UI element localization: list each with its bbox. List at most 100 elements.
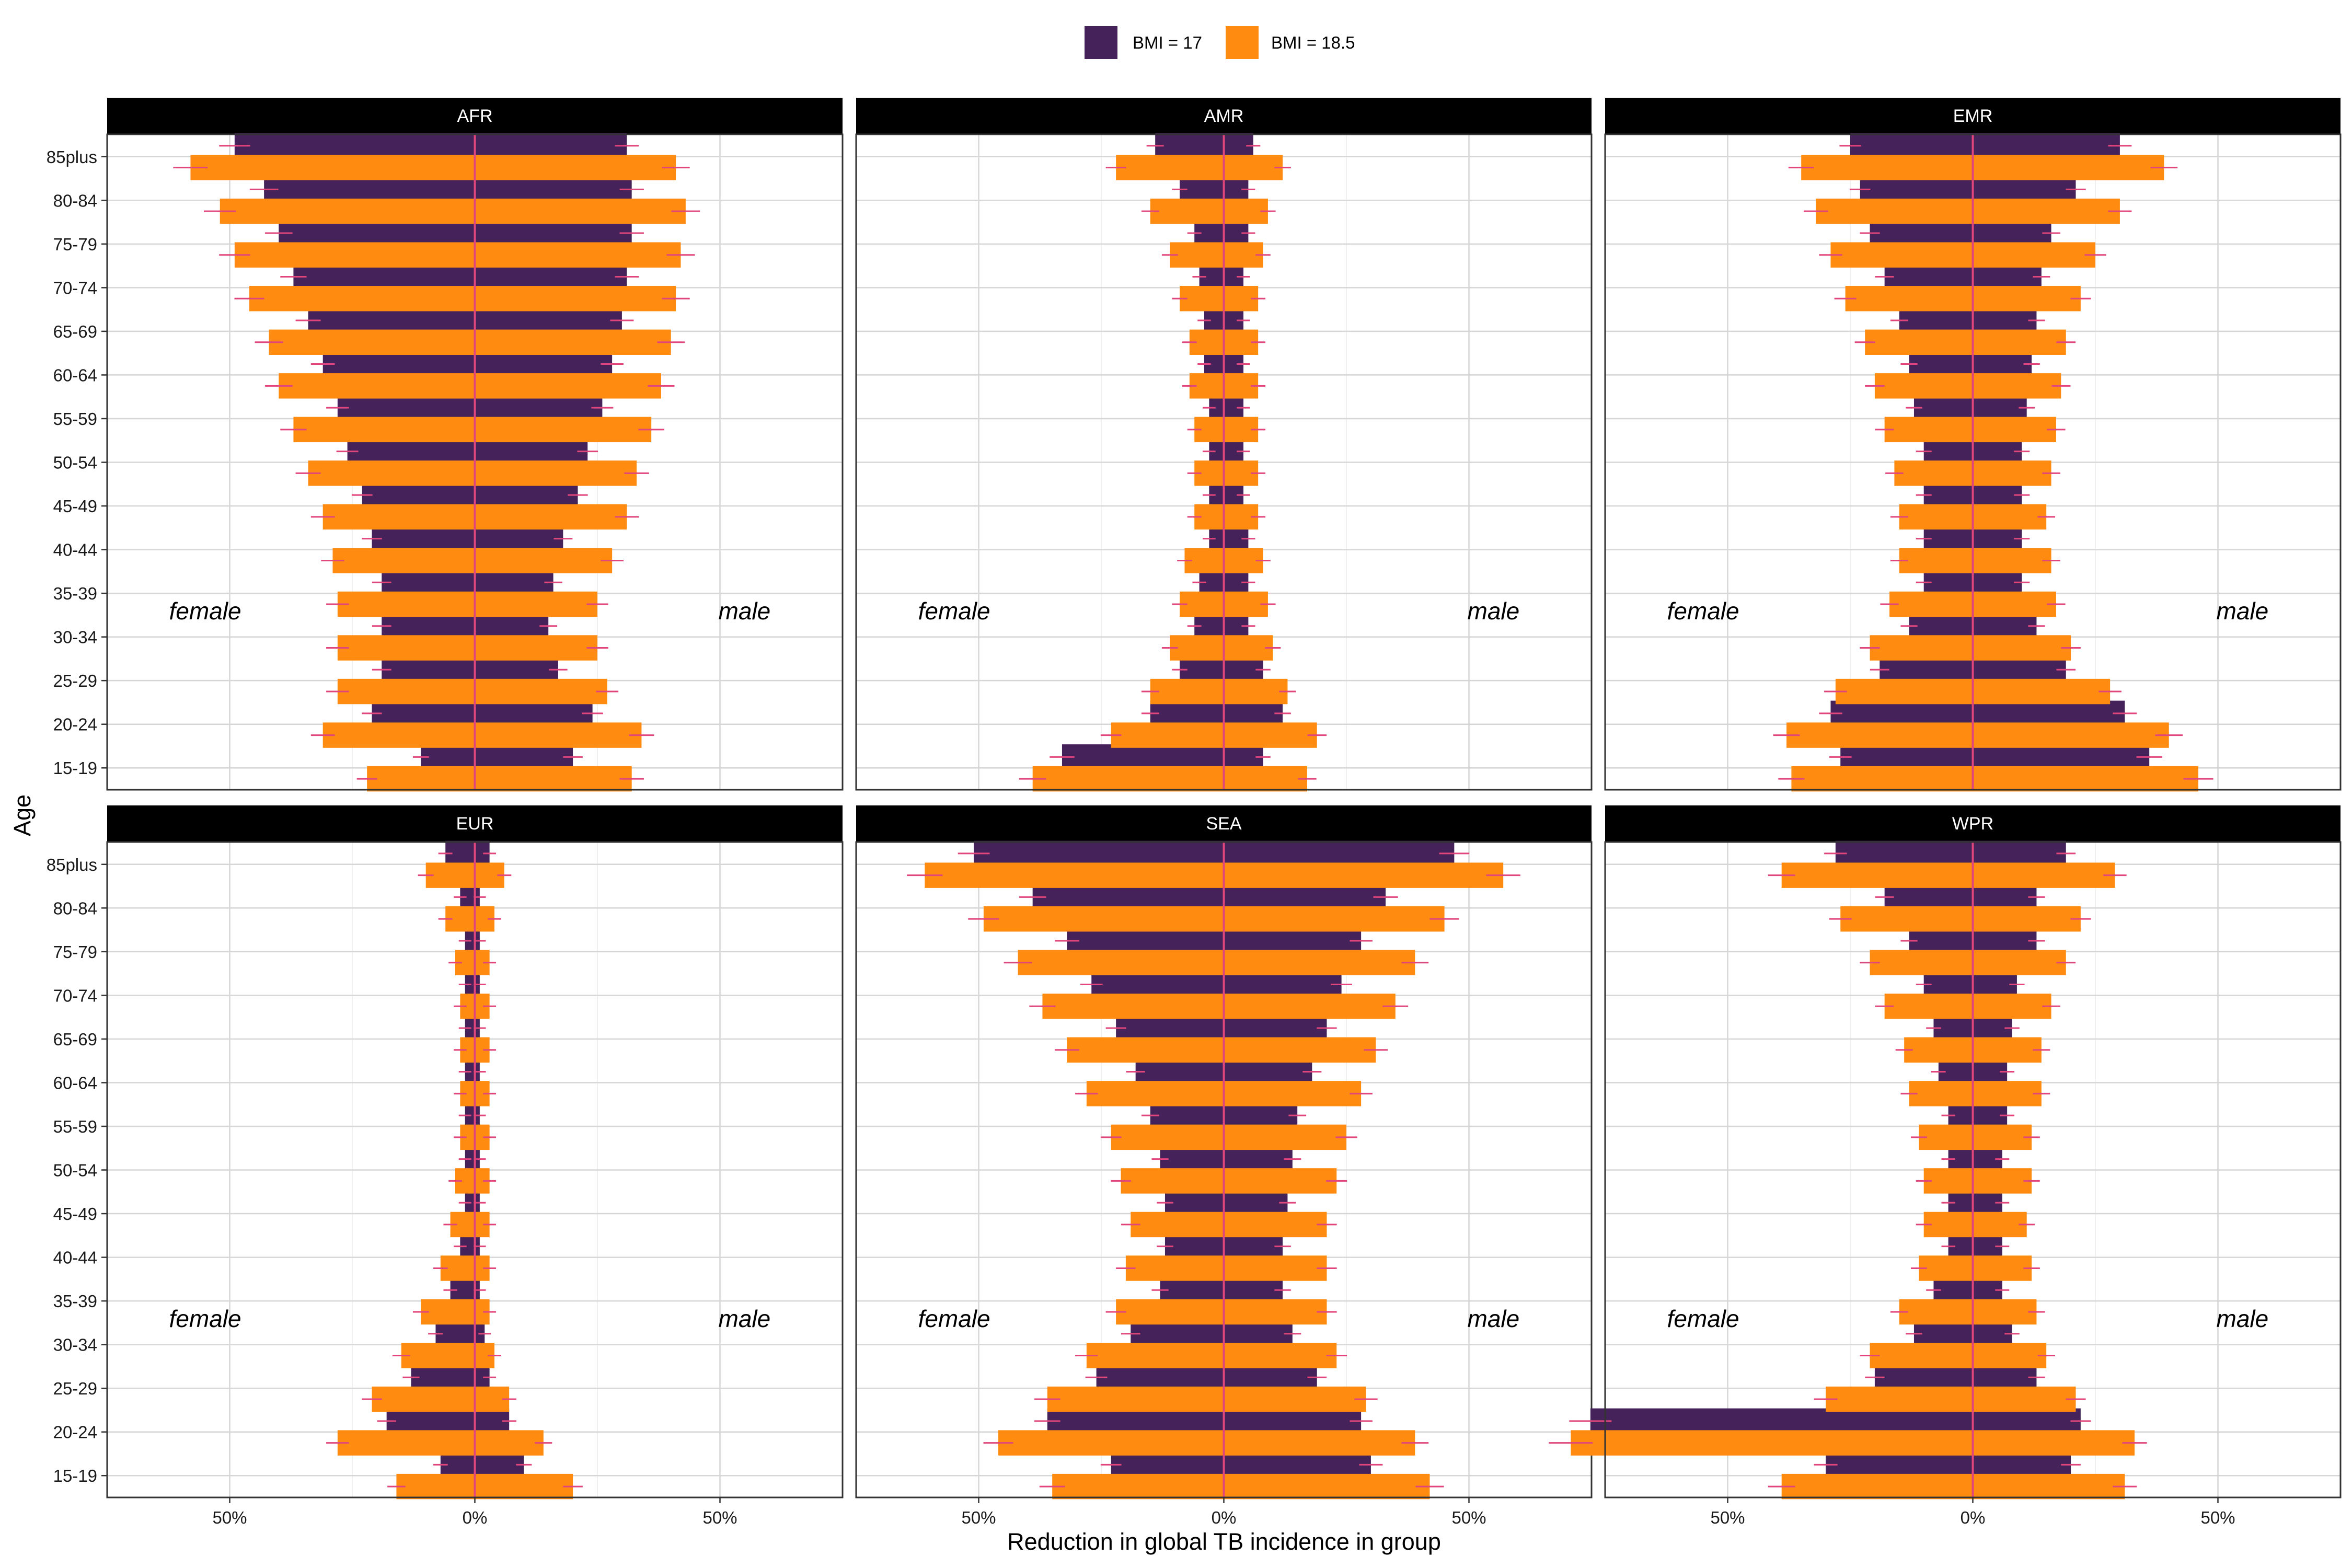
- facet-sea: SEAfemale male50% 0% 50%: [856, 805, 1592, 1527]
- bar-bmi17: [1111, 1452, 1371, 1477]
- bar-bmi185: [1194, 460, 1258, 486]
- male-label: male: [719, 597, 771, 625]
- bar-bmi185: [1150, 199, 1268, 224]
- bar-bmi185: [1816, 199, 2120, 224]
- y-tick-label: 50-54: [53, 1161, 97, 1180]
- bar-bmi17: [1097, 1365, 1317, 1390]
- bar-bmi17: [338, 395, 603, 420]
- y-tick-label: 85plus: [47, 855, 97, 874]
- bar-bmi185: [401, 1343, 494, 1368]
- y-tick-label: 50-54: [53, 453, 97, 472]
- facet-afr: AFR female male 15-19 20-24 25-29 30-34 35-39 40…: [47, 98, 843, 791]
- y-tick-label: 80-84: [53, 898, 97, 918]
- y-tick-label: 55-59: [53, 409, 97, 429]
- bar-bmi17: [372, 526, 563, 551]
- bar-bmi185: [1791, 766, 2198, 791]
- bar-bmi17: [362, 482, 578, 508]
- x-tick-label: 50%: [1710, 1508, 1745, 1527]
- bar-bmi185: [1170, 635, 1273, 660]
- bar-bmi17: [1885, 264, 2042, 289]
- x-tick-label: 50%: [961, 1508, 996, 1527]
- bar-bmi185: [1830, 242, 2095, 267]
- bar-bmi185: [1899, 1299, 2037, 1324]
- y-tick-label: 30-34: [53, 1335, 97, 1355]
- bar-bmi17: [1836, 841, 2066, 866]
- y-tick-label: 20-24: [53, 715, 97, 734]
- facet-strip-label: AMR: [1204, 106, 1244, 126]
- bar-bmi17: [264, 177, 632, 202]
- y-tick-label: 30-34: [53, 628, 97, 647]
- bar-bmi185: [984, 906, 1445, 931]
- female-label: female: [918, 597, 990, 625]
- bar-bmi185: [249, 286, 676, 311]
- bar-bmi185: [338, 679, 607, 704]
- bar-bmi185: [338, 592, 597, 617]
- facet-emr: EMR female male: [1605, 98, 2341, 791]
- bar-bmi185: [1194, 417, 1258, 442]
- bar-bmi17: [441, 1452, 524, 1477]
- bar-bmi185: [235, 242, 681, 267]
- facets: AFR female male 15-19 20-24 25-29 30-34 35-39 40…: [47, 98, 2341, 1527]
- bar-bmi185: [220, 199, 686, 224]
- bar-bmi185: [338, 1430, 544, 1455]
- bar-bmi185: [445, 906, 494, 931]
- bar-bmi17: [1091, 972, 1341, 997]
- bar-bmi185: [1870, 950, 2066, 975]
- bar-bmi17: [293, 264, 627, 289]
- y-tick-label: 25-29: [53, 671, 97, 690]
- bar-bmi17: [1150, 701, 1283, 726]
- bar-bmi185: [372, 1387, 510, 1412]
- y-tick-label: 20-24: [53, 1423, 97, 1442]
- bar-bmi17: [1949, 1146, 2002, 1171]
- bar-bmi17: [387, 1409, 510, 1434]
- facet-strip-label: AFR: [457, 106, 493, 126]
- male-label: male: [1468, 1305, 1520, 1332]
- legend: BMI = 17 BMI = 18.5: [1085, 26, 1355, 59]
- bar-bmi17: [1899, 308, 2037, 333]
- bar-bmi17: [1875, 1365, 2037, 1390]
- bar-bmi185: [1885, 994, 2051, 1019]
- bar-bmi185: [1067, 1037, 1376, 1063]
- y-tick-label: 15-19: [53, 1466, 97, 1485]
- bar-bmi17: [1180, 177, 1248, 202]
- x-tick-label: 50%: [1451, 1508, 1486, 1527]
- bar-bmi185: [279, 373, 661, 398]
- bar-bmi185: [1150, 679, 1288, 704]
- bar-bmi17: [1160, 1146, 1293, 1171]
- bar-bmi17: [1909, 351, 2032, 376]
- bar-bmi17: [372, 701, 593, 726]
- y-tick-label: 40-44: [53, 1248, 97, 1267]
- y-tick-label: 75-79: [53, 942, 97, 962]
- bar-bmi185: [1126, 1255, 1327, 1281]
- bar-bmi185: [1899, 548, 2051, 573]
- bar-bmi185: [1111, 722, 1317, 747]
- bar-bmi185: [323, 722, 642, 747]
- y-tick-label: 60-64: [53, 365, 97, 385]
- bar-bmi17: [1830, 701, 2125, 726]
- bar-bmi17: [348, 439, 588, 464]
- bar-bmi185: [1875, 373, 2061, 398]
- y-tick-label: 70-74: [53, 986, 97, 1005]
- bar-bmi17: [1067, 928, 1361, 953]
- y-axis-title: Age: [9, 794, 36, 836]
- bar-bmi17: [1924, 972, 2017, 997]
- bar-bmi185: [441, 1255, 490, 1281]
- bar-bmi17: [1933, 1277, 2002, 1302]
- legend-swatch-bmi185: [1226, 26, 1259, 59]
- bar-bmi17: [1860, 177, 2076, 202]
- facet-amr: AMR female male: [856, 98, 1592, 791]
- y-tick-label: 55-59: [53, 1117, 97, 1136]
- bar-bmi17: [1194, 221, 1248, 246]
- bar-bmi17: [1131, 1321, 1293, 1346]
- bar-bmi17: [382, 657, 558, 682]
- bar-bmi185: [1826, 1387, 2076, 1412]
- bar-bmi185: [1924, 1168, 2032, 1193]
- bar-bmi17: [1914, 395, 2027, 420]
- bar-bmi185: [1840, 906, 2081, 931]
- x-tick-label: 50%: [212, 1508, 247, 1527]
- bar-bmi17: [1165, 1190, 1288, 1215]
- legend-label-bmi17: BMI = 17: [1133, 33, 1202, 52]
- male-label: male: [2217, 1305, 2269, 1332]
- y-tick-label: 65-69: [53, 1030, 97, 1049]
- bar-bmi185: [1131, 1212, 1327, 1237]
